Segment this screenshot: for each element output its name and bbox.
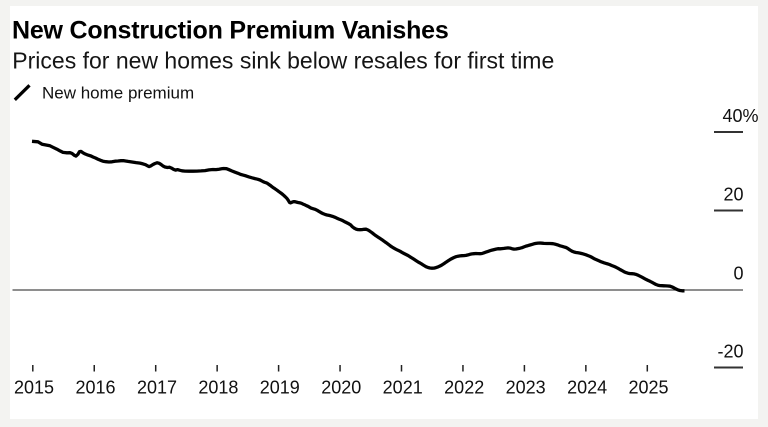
svg-text:40%: 40% (722, 106, 758, 126)
svg-text:Prices for new homes sink belo: Prices for new homes sink below resales … (12, 48, 554, 74)
svg-text:2018: 2018 (198, 378, 238, 398)
svg-text:2023: 2023 (506, 378, 546, 398)
svg-text:2020: 2020 (321, 378, 361, 398)
svg-text:2019: 2019 (260, 378, 300, 398)
svg-text:2022: 2022 (444, 378, 484, 398)
svg-text:2025: 2025 (628, 378, 668, 398)
svg-text:20: 20 (723, 185, 743, 205)
svg-text:0: 0 (733, 264, 743, 284)
svg-text:New Construction Premium Vanis: New Construction Premium Vanishes (12, 17, 449, 45)
svg-text:2016: 2016 (75, 378, 115, 398)
svg-text:2021: 2021 (383, 378, 423, 398)
svg-text:2017: 2017 (137, 378, 177, 398)
svg-text:2024: 2024 (567, 378, 607, 398)
svg-text:-20: -20 (717, 342, 743, 362)
svg-text:2015: 2015 (14, 378, 54, 398)
svg-text:New home premium: New home premium (42, 84, 194, 103)
